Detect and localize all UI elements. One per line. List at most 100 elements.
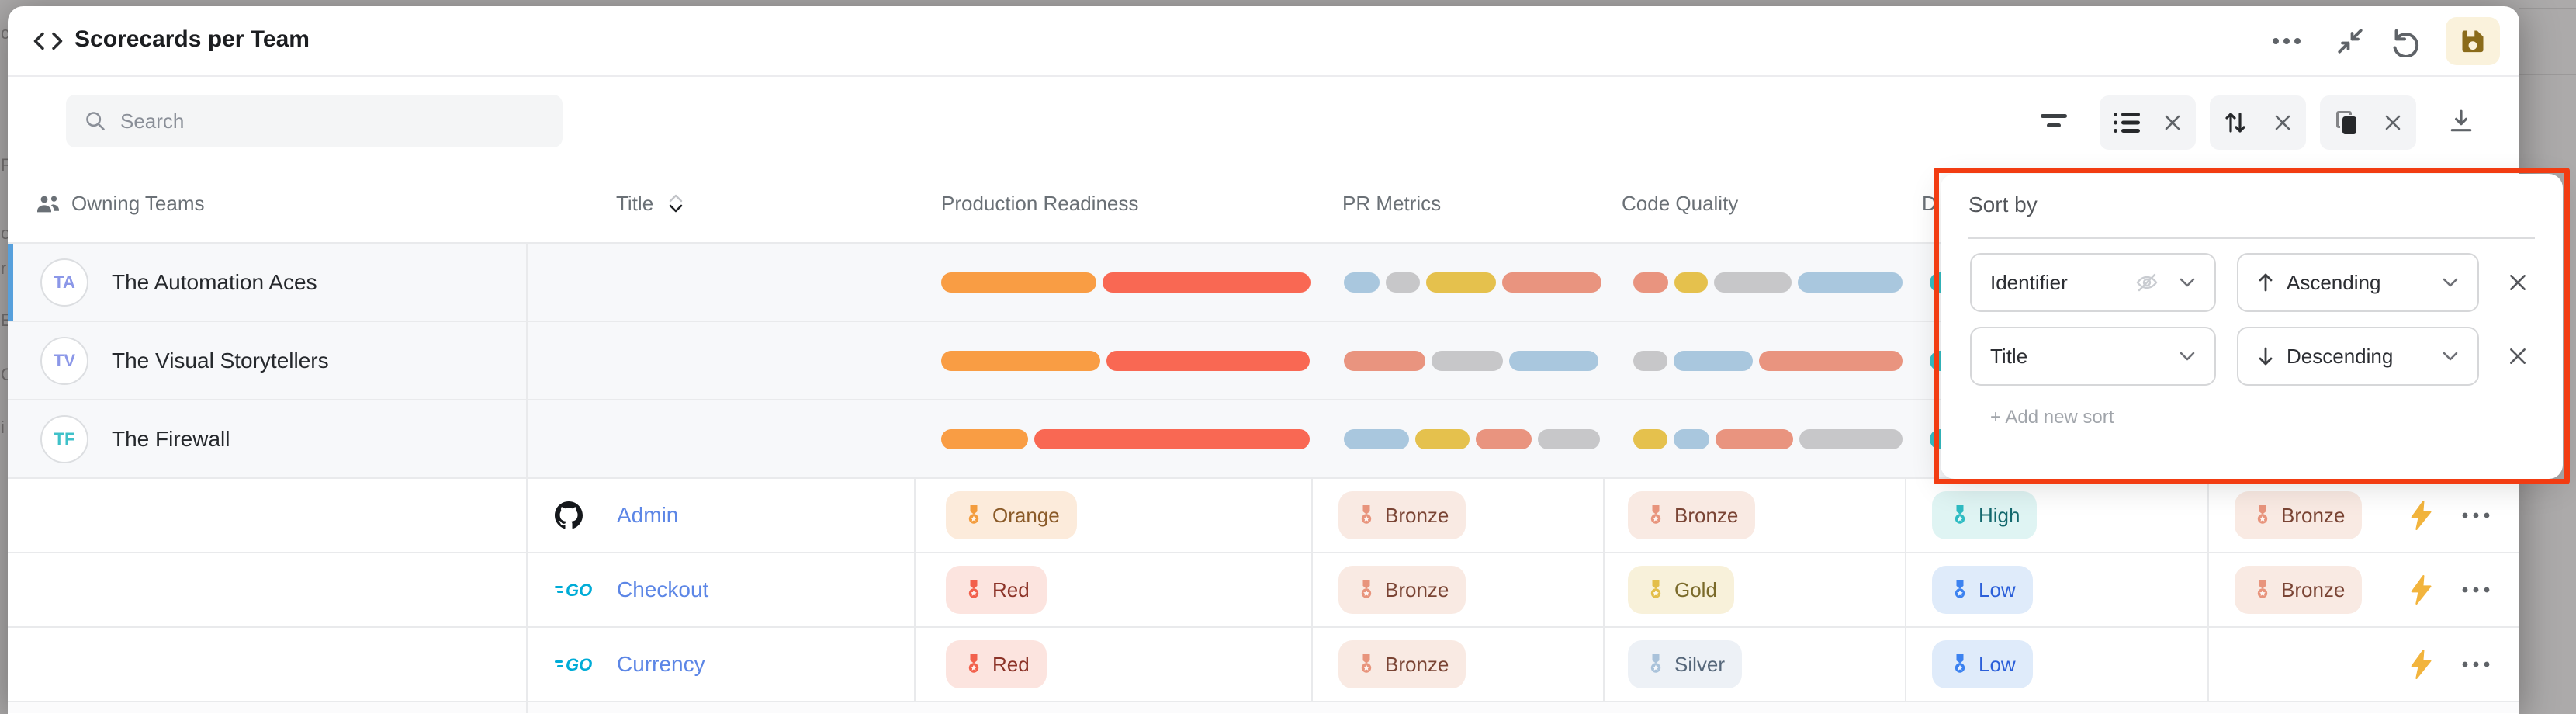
sort-field-select[interactable]: Identifier <box>1970 253 2216 312</box>
golang-icon: GO <box>555 653 595 676</box>
team-avatar: TV <box>40 336 88 385</box>
code-icon <box>33 27 64 55</box>
sort-pill[interactable] <box>2210 95 2306 150</box>
column-owning-teams[interactable]: Owning Teams <box>36 163 205 244</box>
column-divider <box>914 553 916 626</box>
chevron-down-icon <box>2443 352 2458 361</box>
people-icon <box>37 196 59 213</box>
column-truncated[interactable]: D <box>1922 163 1937 244</box>
level-badge: Silver <box>1628 640 1743 688</box>
column-divider <box>526 702 528 713</box>
search-box[interactable] <box>66 95 563 147</box>
list-view-pill[interactable] <box>2100 95 2196 150</box>
score-bars-code-quality <box>1633 350 1903 371</box>
backdrop-fragment: E <box>1 310 8 330</box>
backdrop-fragment: i <box>1 418 5 437</box>
column-divider <box>1311 628 1313 701</box>
level-badge: High <box>1932 491 2038 539</box>
collapse-button[interactable] <box>2329 20 2371 62</box>
add-new-sort-button[interactable]: + Add new sort <box>1990 407 2114 428</box>
column-divider <box>526 479 528 552</box>
column-divider <box>2207 479 2209 552</box>
level-badge: Red <box>946 566 1047 614</box>
row-menu-icon[interactable] <box>2461 660 2491 668</box>
save-button[interactable] <box>2446 17 2500 65</box>
list-view-icon <box>2114 113 2140 133</box>
chevron-down-icon <box>2180 278 2195 287</box>
level-badge: Bronze <box>1338 491 1466 539</box>
score-bars-code-quality <box>1633 272 1903 293</box>
table-header-row: Owning Teams Title Production Readiness … <box>8 163 2519 244</box>
column-divider <box>2207 553 2209 626</box>
dialog-header: Scorecards per Team <box>8 6 2519 75</box>
remove-sort-icon[interactable] <box>2273 113 2292 132</box>
service-row[interactable]: GO Checkout Red Bronze Gold Low Bronze <box>8 553 2519 628</box>
remove-group-icon[interactable] <box>2384 113 2402 132</box>
sort-direction-icon[interactable] <box>669 194 683 213</box>
score-bars-production-readiness <box>941 428 1310 449</box>
service-link[interactable]: Checkout <box>617 577 709 601</box>
remove-sort-rule-button[interactable] <box>2501 339 2535 373</box>
row-menu-icon[interactable] <box>2461 511 2491 519</box>
level-badge: Low <box>1932 566 2033 614</box>
column-divider <box>1905 628 1906 701</box>
column-code-quality[interactable]: Code Quality <box>1622 163 1738 244</box>
search-input[interactable] <box>120 109 524 133</box>
remove-list-view-icon[interactable] <box>2163 113 2182 132</box>
arrow-down-icon <box>2259 347 2273 366</box>
column-divider <box>1311 479 1313 552</box>
group-icon <box>2336 111 2356 134</box>
download-button[interactable] <box>2439 99 2483 143</box>
level-badge: Bronze <box>2235 491 2363 539</box>
column-divider <box>1905 553 1906 626</box>
backdrop-clipped-text: c R o r E C i <box>0 0 8 714</box>
remove-sort-rule-button[interactable] <box>2501 265 2535 300</box>
lightning-icon[interactable] <box>2408 650 2433 679</box>
backdrop-fragment: r <box>1 258 7 278</box>
backdrop-row-line <box>2519 74 2576 75</box>
sort-direction-value: Descending <box>2287 344 2394 368</box>
score-bars-pr-metrics <box>1344 272 1601 293</box>
group-pill[interactable] <box>2320 95 2416 150</box>
level-badge: Low <box>1932 640 2033 688</box>
service-link[interactable]: Currency <box>617 652 705 676</box>
column-divider <box>1311 553 1313 626</box>
team-avatar: TF <box>40 414 88 463</box>
column-label: Code Quality <box>1622 191 1739 215</box>
lightning-icon[interactable] <box>2408 501 2433 530</box>
service-row[interactable]: Admin Orange Bronze Bronze High Bronze <box>8 479 2519 553</box>
service-link[interactable]: Admin <box>617 503 679 527</box>
header-divider <box>8 75 2519 77</box>
column-divider <box>914 628 916 701</box>
svg-text:GO: GO <box>566 581 592 600</box>
avatar-initials: TF <box>54 428 75 449</box>
column-label: Owning Teams <box>71 191 205 215</box>
sort-direction-select[interactable]: Ascending <box>2237 253 2479 312</box>
service-row[interactable]: GO Currency Red Bronze Silver Low <box>8 628 2519 702</box>
column-pr-metrics[interactable]: PR Metrics <box>1342 163 1441 244</box>
score-bars-code-quality <box>1633 428 1903 449</box>
more-options-button[interactable] <box>2266 20 2308 62</box>
column-label: Title <box>616 191 654 215</box>
sort-direction-select[interactable]: Descending <box>2237 327 2479 386</box>
filter-button[interactable] <box>2033 99 2076 143</box>
backdrop-fragment: c <box>1 23 8 43</box>
column-divider <box>1603 628 1605 701</box>
undo-button[interactable] <box>2384 20 2425 62</box>
avatar-initials: TA <box>54 272 75 292</box>
column-divider <box>1603 553 1605 626</box>
column-divider <box>526 553 528 626</box>
sort-panel-divider <box>1968 237 2535 239</box>
backdrop-row-line <box>2519 8 2576 9</box>
column-divider <box>1603 479 1605 552</box>
column-production-readiness[interactable]: Production Readiness <box>941 163 1138 244</box>
column-divider <box>1905 479 1906 552</box>
row-menu-icon[interactable] <box>2461 586 2491 594</box>
sort-field-select[interactable]: Title <box>1970 327 2216 386</box>
column-title[interactable]: Title <box>616 163 683 244</box>
column-divider <box>526 244 528 321</box>
column-label: D <box>1922 191 1937 215</box>
level-badge: Bronze <box>2235 566 2363 614</box>
page-title: Scorecards per Team <box>74 26 310 52</box>
lightning-icon[interactable] <box>2408 575 2433 605</box>
